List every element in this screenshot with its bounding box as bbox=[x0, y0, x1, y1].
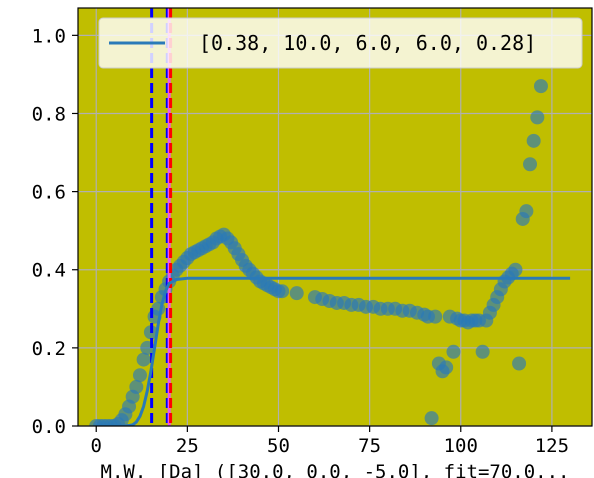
data-point bbox=[129, 379, 144, 394]
data-point bbox=[275, 284, 290, 299]
data-point bbox=[475, 344, 490, 359]
y-tick-label: 0.8 bbox=[32, 103, 66, 125]
fit-line-group bbox=[96, 276, 571, 426]
data-point bbox=[289, 286, 304, 301]
data-point bbox=[132, 368, 147, 383]
data-point bbox=[136, 352, 151, 367]
y-tick-label: 0.4 bbox=[32, 260, 66, 282]
x-tick-label: 0 bbox=[91, 435, 102, 457]
data-point bbox=[508, 262, 523, 277]
data-point bbox=[428, 309, 443, 324]
data-point bbox=[523, 157, 538, 172]
data-points bbox=[89, 79, 548, 426]
y-tick-label: 1.0 bbox=[32, 25, 66, 47]
vertical-lines bbox=[150, 8, 173, 426]
grid bbox=[78, 8, 592, 427]
x-axis-label: M.W. [Da] ([30.0, 0.0, -5.0], fit=70.0..… bbox=[101, 461, 570, 478]
x-tick-label: 75 bbox=[358, 435, 381, 457]
y-tick-label: 0.2 bbox=[32, 338, 66, 360]
data-point bbox=[424, 411, 439, 426]
data-point bbox=[533, 79, 548, 94]
x-tick-label: 100 bbox=[444, 435, 478, 457]
legend-label: [0.38, 10.0, 6.0, 6.0, 0.28] bbox=[199, 31, 536, 55]
data-point bbox=[519, 204, 534, 219]
y-axis-ticks: 0.0 0.2 0.4 0.6 0.8 1.0 bbox=[32, 25, 78, 438]
data-point bbox=[439, 360, 454, 375]
y-tick-label: 0.0 bbox=[32, 416, 66, 438]
data-point bbox=[526, 133, 541, 148]
plot-background bbox=[78, 8, 592, 426]
x-tick-label: 50 bbox=[267, 435, 290, 457]
data-point bbox=[512, 356, 527, 371]
legend: [0.38, 10.0, 6.0, 6.0, 0.28] bbox=[98, 17, 583, 69]
fit-line bbox=[96, 276, 571, 426]
x-axis-ticks: 0 25 50 75 100 125 bbox=[91, 426, 569, 457]
data-point bbox=[446, 344, 461, 359]
plot-frame bbox=[77, 7, 593, 427]
x-tick-label: 25 bbox=[176, 435, 199, 457]
y-tick-label: 0.6 bbox=[32, 182, 66, 204]
legend-box bbox=[98, 17, 583, 69]
x-tick-label: 125 bbox=[535, 435, 569, 457]
data-point bbox=[530, 110, 545, 125]
